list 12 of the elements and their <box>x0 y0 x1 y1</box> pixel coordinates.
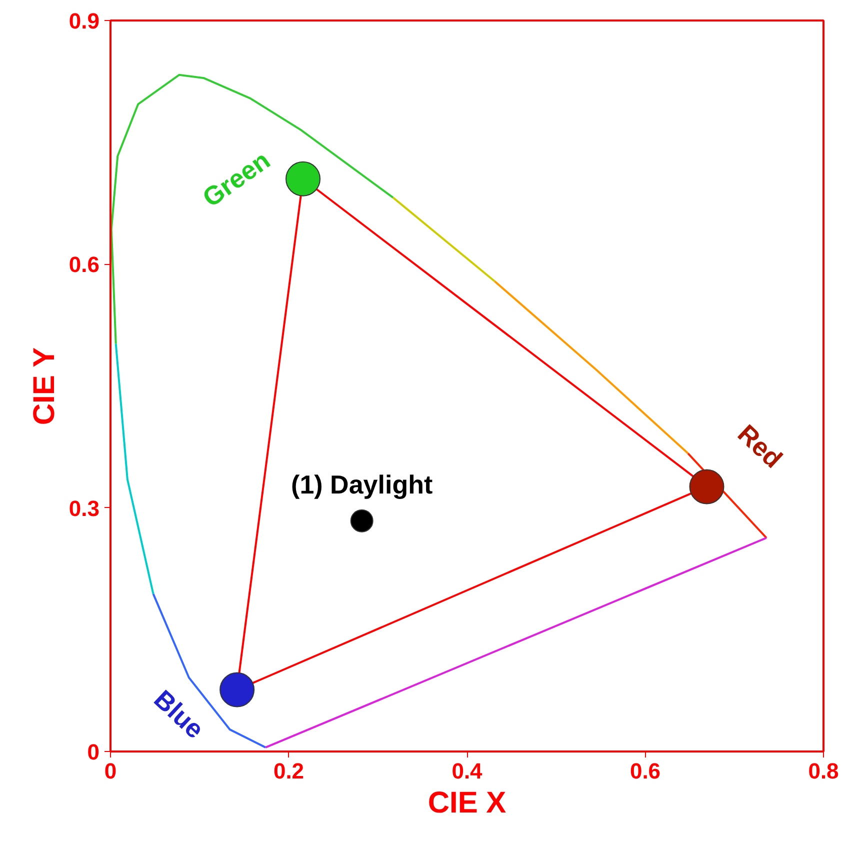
y-tick-label: 0.3 <box>68 496 100 521</box>
x-axis-title: CIE X <box>428 786 506 820</box>
y-tick-label: 0 <box>87 740 100 764</box>
x-tick-label: 0 <box>104 758 117 784</box>
y-tick-label: 0.9 <box>68 8 100 34</box>
y-tick-label: 0.6 <box>68 252 100 278</box>
x-tick-label: 0.8 <box>808 758 839 784</box>
y-axis-title: CIE Y <box>28 347 61 426</box>
x-tick-label: 0.6 <box>630 758 661 784</box>
x-tick-label: 0.4 <box>452 758 484 784</box>
series-label: (1) Daylight <box>291 469 433 500</box>
x-tick-label: 0.2 <box>273 758 304 784</box>
